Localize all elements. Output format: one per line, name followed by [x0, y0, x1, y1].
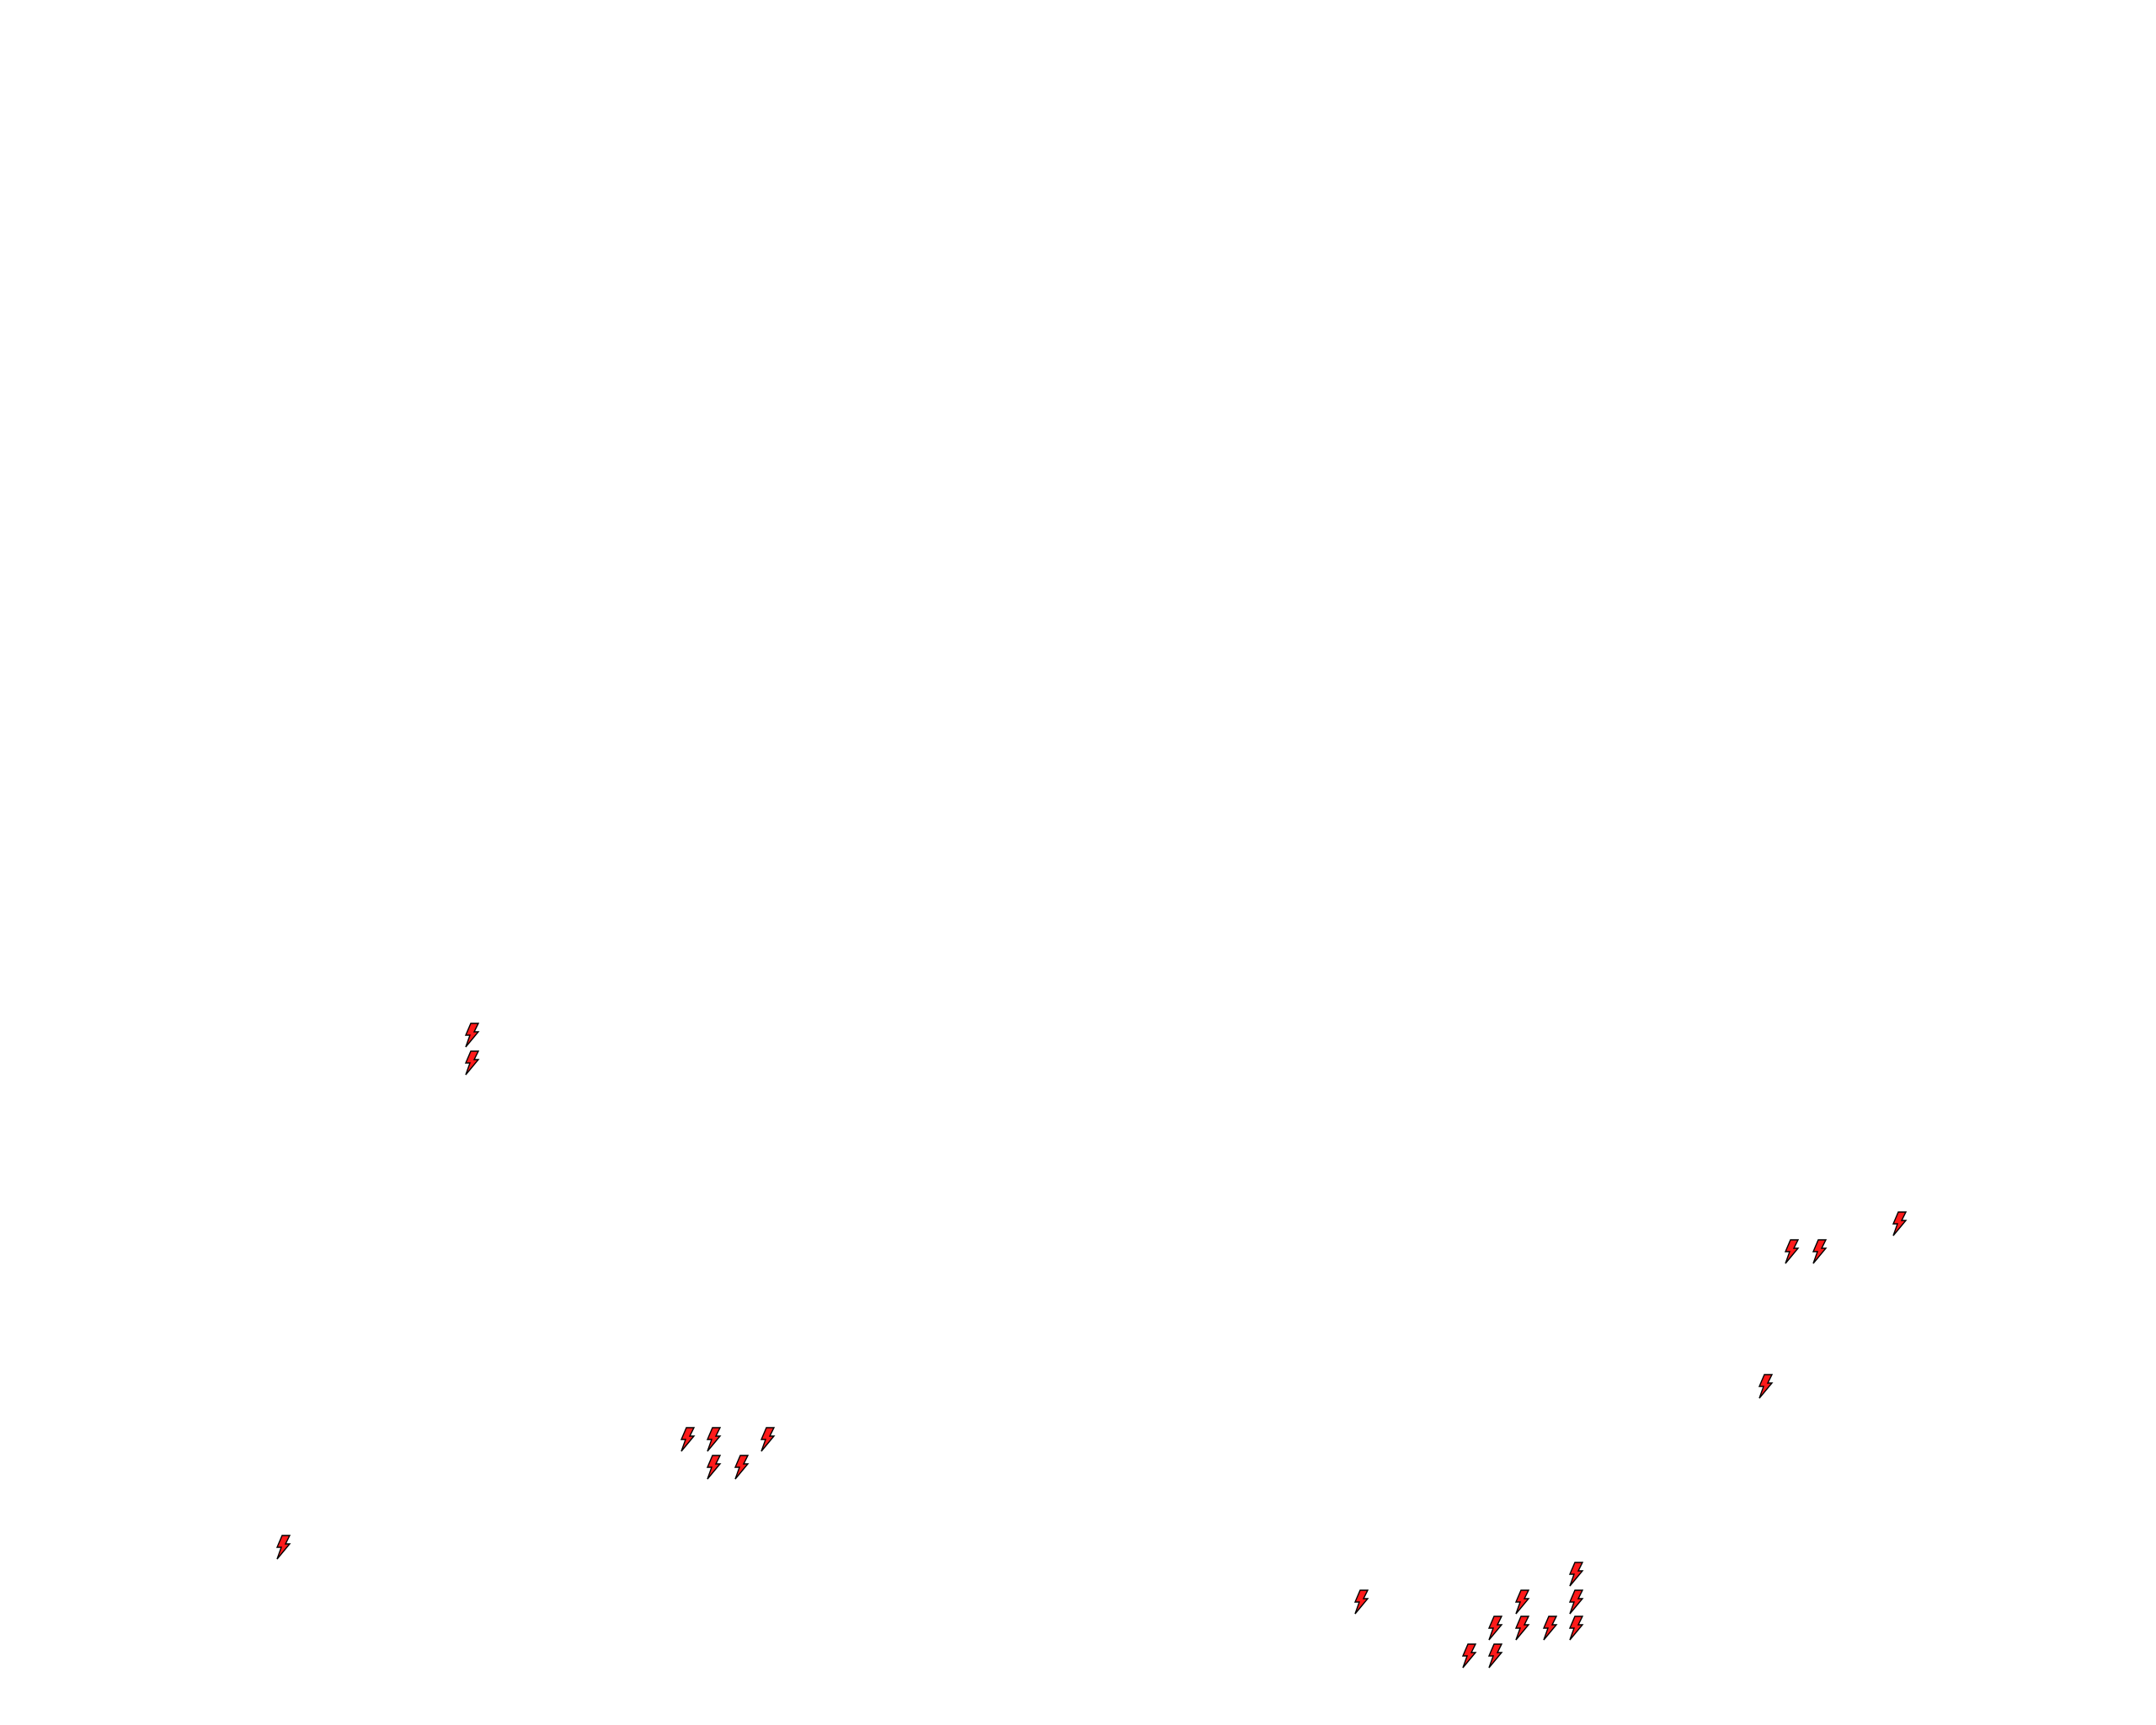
lightning-bolt-icon	[464, 1023, 480, 1048]
lightning-bolt-icon	[1784, 1239, 1800, 1264]
lightning-marker[interactable]	[1460, 1643, 1477, 1669]
lightning-marker[interactable]	[1513, 1589, 1530, 1615]
lightning-bolt-icon	[275, 1535, 291, 1560]
lightning-bolt-icon	[1514, 1589, 1530, 1615]
lightning-bolt-icon	[1812, 1239, 1828, 1264]
lightning-bolt-icon	[706, 1455, 722, 1480]
lightning-bolt-icon	[1461, 1643, 1477, 1669]
lightning-bolt-icon	[1568, 1589, 1584, 1615]
lightning-marker[interactable]	[1567, 1616, 1584, 1641]
lightning-marker[interactable]	[275, 1535, 291, 1560]
lightning-bolt-icon	[1568, 1562, 1584, 1587]
lightning-bolt-icon	[1487, 1643, 1503, 1669]
lightning-bolt-icon	[1568, 1616, 1584, 1641]
lightning-marker[interactable]	[705, 1455, 722, 1480]
lightning-marker[interactable]	[705, 1427, 722, 1452]
lightning-marker[interactable]	[1783, 1239, 1800, 1264]
lightning-marker[interactable]	[1757, 1374, 1774, 1399]
lightning-bolt-icon	[1542, 1616, 1558, 1641]
lightning-marker[interactable]	[1353, 1589, 1369, 1615]
lightning-marker[interactable]	[1541, 1616, 1558, 1641]
lightning-bolt-icon	[706, 1427, 722, 1452]
lightning-bolt-icon	[680, 1427, 696, 1452]
lightning-marker[interactable]	[1811, 1239, 1828, 1264]
lightning-bolt-icon	[1758, 1374, 1774, 1399]
lightning-bolt-icon	[1353, 1589, 1369, 1615]
lightning-bolt-icon	[1514, 1616, 1530, 1641]
lightning-bolt-icon	[760, 1427, 776, 1452]
lightning-marker[interactable]	[1567, 1589, 1584, 1615]
lightning-bolt-icon	[734, 1455, 750, 1480]
lightning-marker[interactable]	[679, 1427, 696, 1452]
lightning-marker[interactable]	[1486, 1643, 1503, 1669]
lightning-marker[interactable]	[1891, 1211, 1908, 1236]
lightning-marker[interactable]	[1513, 1616, 1530, 1641]
lightning-marker[interactable]	[463, 1023, 480, 1048]
lightning-marker[interactable]	[759, 1427, 776, 1452]
lightning-bolt-icon	[1487, 1616, 1503, 1641]
lightning-marker[interactable]	[463, 1050, 480, 1076]
lightning-marker[interactable]	[1567, 1562, 1584, 1587]
lightning-bolt-icon	[464, 1050, 480, 1076]
lightning-marker[interactable]	[1486, 1616, 1503, 1641]
lightning-bolt-icon	[1892, 1211, 1908, 1236]
lightning-marker[interactable]	[733, 1455, 750, 1480]
